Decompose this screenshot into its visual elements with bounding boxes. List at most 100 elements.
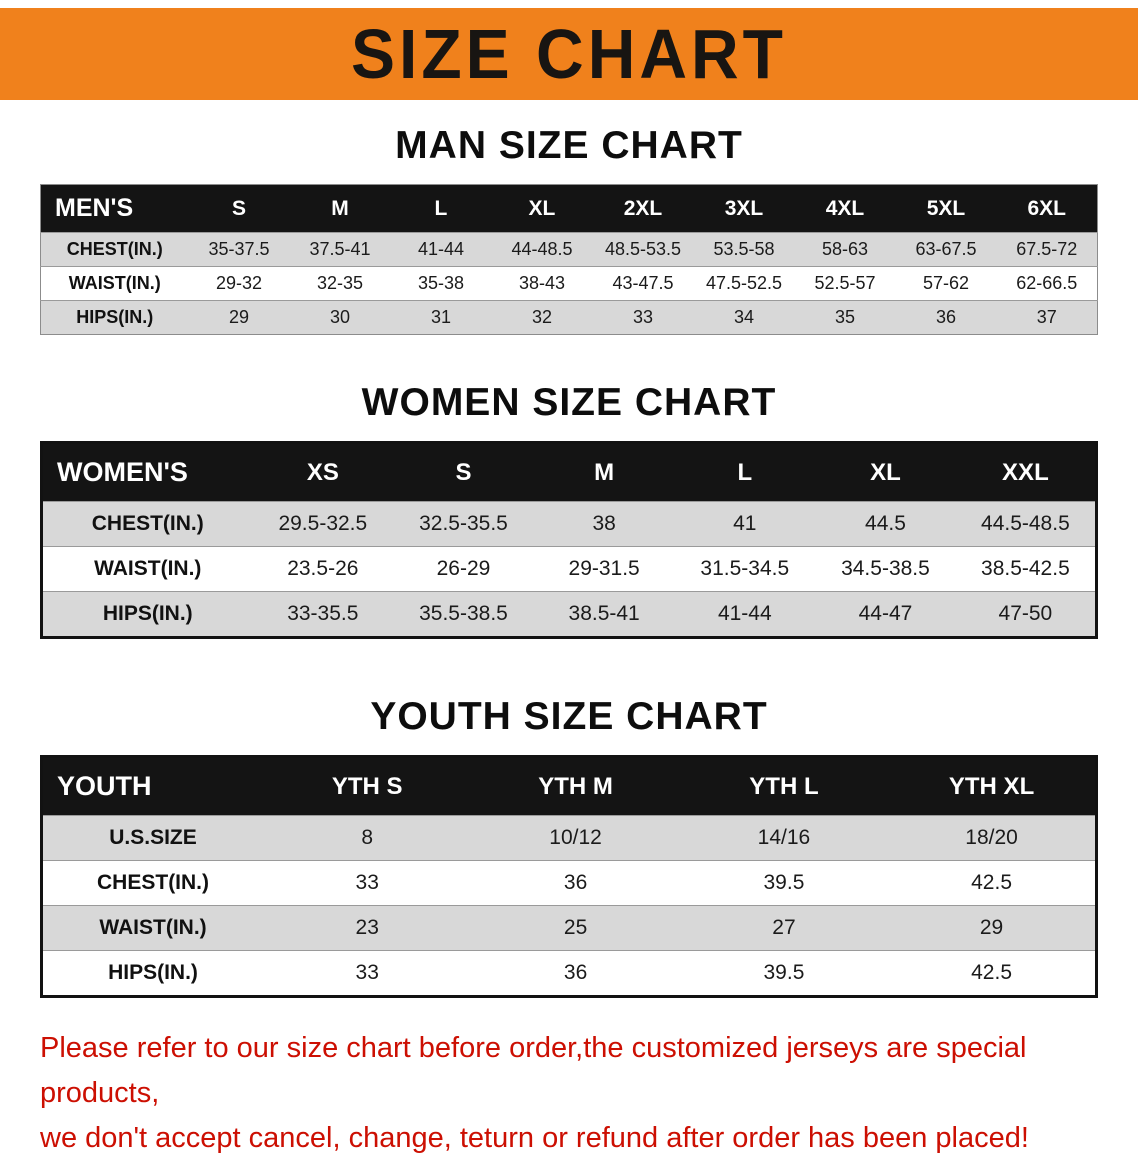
size-value-cell: 29.5-32.5 <box>278 512 368 535</box>
size-column-header: S <box>393 442 534 502</box>
size-value-cell: 30 <box>329 307 350 327</box>
table-row: HIPS(IN.) 33-35.5 35.5-38.5 38.5-41 41-44 44-… <box>41 591 1097 638</box>
row-label: WAIST(IN.) <box>94 557 202 580</box>
size-value-cell: 34.5-38.5 <box>841 557 930 580</box>
section-women-size-chart: WOMEN SIZE CHART WOMEN'S XS S M L XL XXL CHEST(… <box>0 381 1138 639</box>
table-header-row: YOUTH YTH S YTH M YTH L YTH XL <box>41 756 1097 816</box>
size-value-cell: 58-63 <box>821 239 868 259</box>
size-value-cell: 32 <box>531 307 552 327</box>
men-size-table: MEN'S S M L XL 2XL 3XL 4XL 5XL 6XL CHEST(IN.) 35-37… <box>40 184 1098 335</box>
size-value-cell: 29-32 <box>215 273 262 293</box>
size-value-cell: 37.5-41 <box>309 239 371 259</box>
size-value-cell: 23.5-26 <box>287 557 359 580</box>
size-value-cell: 36 <box>563 871 588 894</box>
size-value-cell: 35-38 <box>417 273 464 293</box>
table-row: CHEST(IN.) 33 36 39.5 42.5 <box>41 860 1097 906</box>
size-column-header: S <box>188 184 290 233</box>
size-value-cell: 38 <box>592 512 616 535</box>
table-corner-label: WOMEN'S <box>41 442 253 502</box>
table-row: CHEST(IN.) 35-37.5 37.5-41 41-44 44-48.5 48.5… <box>40 232 1098 267</box>
size-value-cell: 62-66.5 <box>1016 273 1078 293</box>
row-label: WAIST(IN.) <box>68 273 161 293</box>
youth-size-table: YOUTH YTH S YTH M YTH L YTH XL U.S.SIZE 8 10/12… <box>40 755 1098 998</box>
banner: SIZE CHART <box>0 8 1138 100</box>
men-section-title: MAN SIZE CHART <box>395 124 743 167</box>
table-row: WAIST(IN.) 23 25 27 29 <box>41 905 1097 951</box>
row-label: CHEST(IN.) <box>97 871 210 894</box>
size-value-cell: 39.5 <box>763 871 805 894</box>
size-column-header: 2XL <box>592 184 694 233</box>
table-row: HIPS(IN.) 33 36 39.5 42.5 <box>41 950 1097 997</box>
size-value-cell: 33 <box>632 307 653 327</box>
size-value-cell: 67.5-72 <box>1016 239 1078 259</box>
table-row: WAIST(IN.) 23.5-26 26-29 29-31.5 31.5-34.5 34… <box>41 546 1097 592</box>
row-label: HIPS(IN.) <box>108 961 198 984</box>
size-value-cell: 41-44 <box>417 239 464 259</box>
disclaimer-line-2: we don't accept cancel, change, teturn o… <box>40 1121 1029 1154</box>
size-column-header: M <box>289 184 391 233</box>
size-value-cell: 53.5-58 <box>713 239 775 259</box>
table-corner-label: YOUTH <box>41 756 264 816</box>
size-value-cell: 32-35 <box>316 273 363 293</box>
disclaimer-line-1: Please refer to our size chart before or… <box>40 1032 1027 1109</box>
size-value-cell: 31.5-34.5 <box>700 557 790 580</box>
size-column-header: 5XL <box>895 184 997 233</box>
size-value-cell: 10/12 <box>549 826 602 849</box>
row-label: CHEST(IN.) <box>66 239 163 259</box>
size-column-header: XXL <box>955 442 1097 502</box>
table-row: WAIST(IN.) 29-32 32-35 35-38 38-43 43-47.5 47.… <box>40 266 1098 301</box>
size-column-header: 6XL <box>996 184 1098 233</box>
size-value-cell: 48.5-53.5 <box>604 239 681 259</box>
size-value-cell: 43-47.5 <box>612 273 674 293</box>
size-value-cell: 42.5 <box>971 871 1012 894</box>
size-value-cell: 32.5-35.5 <box>419 512 508 535</box>
size-value-cell: 14/16 <box>757 826 811 849</box>
size-value-cell: 33 <box>355 871 379 894</box>
size-value-cell: 26-29 <box>436 557 491 580</box>
table-header-row: MEN'S S M L XL 2XL 3XL 4XL 5XL 6XL <box>40 184 1098 233</box>
size-value-cell: 34 <box>733 307 754 327</box>
size-value-cell: 35 <box>834 307 855 327</box>
size-value-cell: 57-62 <box>922 273 969 293</box>
size-value-cell: 41-44 <box>717 602 772 625</box>
size-column-header: L <box>390 184 492 233</box>
page-title: SIZE CHART <box>351 15 787 93</box>
size-value-cell: 18/20 <box>965 826 1018 849</box>
size-value-cell: 44-47 <box>858 602 913 625</box>
size-value-cell: 47.5-52.5 <box>705 273 782 293</box>
women-section-title: WOMEN SIZE CHART <box>361 381 777 424</box>
size-value-cell: 33 <box>355 961 379 984</box>
size-value-cell: 36 <box>563 961 588 984</box>
size-value-cell: 23 <box>355 916 379 939</box>
size-value-cell: 44-48.5 <box>511 239 573 259</box>
size-value-cell: 38-43 <box>518 273 565 293</box>
row-label: U.S.SIZE <box>109 826 197 849</box>
size-column-header: 4XL <box>794 184 896 233</box>
size-value-cell: 33-35.5 <box>287 602 359 625</box>
size-value-cell: 47-50 <box>998 602 1053 625</box>
size-value-cell: 8 <box>361 826 374 849</box>
size-column-header: 3XL <box>693 184 795 233</box>
size-column-header: XL <box>815 442 956 502</box>
size-value-cell: 42.5 <box>971 961 1012 984</box>
size-value-cell: 63-67.5 <box>915 239 977 259</box>
size-value-cell: 29 <box>228 307 249 327</box>
size-value-cell: 31 <box>430 307 451 327</box>
size-column-header: M <box>533 442 675 502</box>
size-column-header: L <box>674 442 816 502</box>
row-label: HIPS(IN.) <box>76 307 154 327</box>
size-column-header: YTH M <box>471 756 680 816</box>
size-value-cell: 39.5 <box>763 961 805 984</box>
size-value-cell: 27 <box>772 916 796 939</box>
youth-section-title: YOUTH SIZE CHART <box>370 695 768 738</box>
table-row: HIPS(IN.) 29 30 31 32 33 34 35 36 37 <box>40 300 1098 335</box>
size-value-cell: 44.5-48.5 <box>981 512 1070 535</box>
section-men-size-chart: MAN SIZE CHART MEN'S S M L XL 2XL 3XL 4XL 5XL 6XL… <box>0 124 1138 335</box>
size-value-cell: 37 <box>1036 307 1057 327</box>
size-value-cell: 29-31.5 <box>568 557 640 580</box>
women-size-table: WOMEN'S XS S M L XL XXL CHEST(IN.) 29.5-32.5 32.5… <box>40 441 1098 639</box>
size-chart-page: SIZE CHART MAN SIZE CHART MEN'S S M L XL 2XL 3… <box>0 8 1138 1154</box>
size-column-header: XL <box>491 184 593 233</box>
size-value-cell: 38.5-41 <box>568 602 640 625</box>
size-value-cell: 25 <box>563 916 588 939</box>
